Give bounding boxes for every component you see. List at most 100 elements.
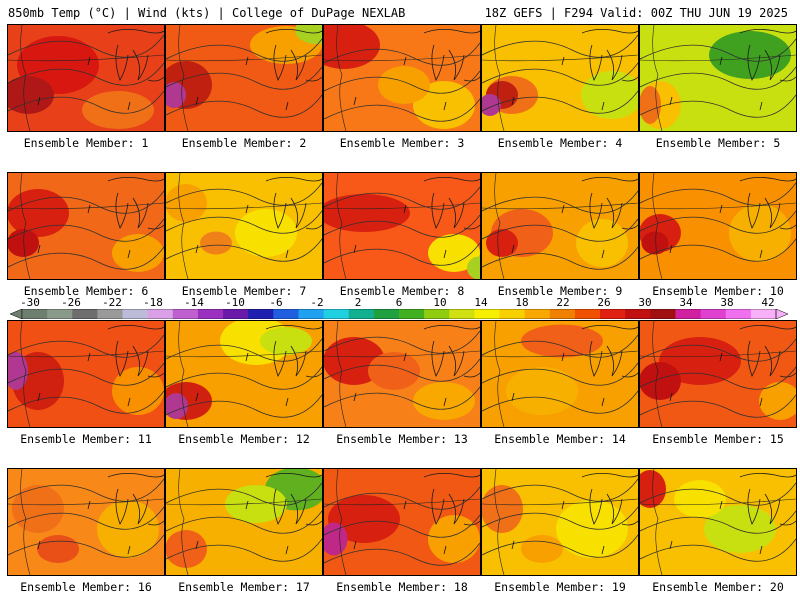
- wind-barb: [195, 540, 199, 550]
- colorbar-segment: [373, 309, 400, 319]
- wind-barb: [403, 500, 407, 510]
- height-contour: [8, 90, 164, 114]
- temperature-region: [378, 66, 430, 104]
- temperature-region: [521, 324, 603, 358]
- height-contour: [166, 366, 322, 390]
- ensemble-panel-11: [7, 320, 165, 428]
- temperature-region: [759, 382, 796, 420]
- wind-barb: [285, 101, 289, 111]
- boundary-lines: [324, 173, 480, 279]
- great-lakes-outline: [581, 177, 638, 230]
- great-lakes-outline: [581, 325, 638, 378]
- wind-barb: [127, 397, 131, 407]
- wind-barb: [759, 545, 763, 555]
- wind-barb: [561, 500, 565, 510]
- height-contour: [324, 70, 480, 94]
- ensemble-panel-4: [481, 24, 639, 132]
- colorbar-tick-label: 34: [679, 296, 693, 309]
- height-contour: [482, 62, 638, 86]
- colorbar-segment: [399, 309, 425, 319]
- great-lakes-outline: [107, 29, 164, 82]
- temperature-region: [225, 485, 287, 523]
- temperature-region: [709, 31, 791, 79]
- height-contour: [324, 42, 480, 66]
- colorbar-tick-label: 30: [638, 296, 652, 309]
- colorbar-tick-label: -6: [269, 296, 283, 309]
- boundary-lines: [640, 469, 796, 575]
- height-contour: [324, 242, 480, 266]
- temperature-region: [482, 485, 523, 533]
- ensemble-panel-13: [323, 320, 481, 428]
- temperature-region: [166, 82, 186, 108]
- ensemble-panel-15: [639, 320, 797, 428]
- temperature-region: [428, 515, 480, 563]
- wind-barb: [245, 56, 249, 66]
- temperature-region: [640, 470, 666, 508]
- great-lakes-outline: [265, 177, 322, 230]
- temperature-region: [166, 530, 207, 568]
- ensemble-panel-12: [165, 320, 323, 428]
- height-contour: [482, 218, 638, 242]
- temperature-region: [12, 485, 64, 533]
- great-lakes-outline: [739, 473, 796, 526]
- height-contour: [324, 186, 480, 210]
- colorbar-tick-label: -30: [20, 296, 40, 309]
- ensemble-label: Ensemble Member: 4: [497, 136, 623, 150]
- wind-barb: [285, 545, 289, 555]
- temperature-region: [428, 234, 480, 272]
- chart-title: 850mb Temp (°C) | Wind (kts) | College o…: [8, 6, 406, 20]
- ensemble-label: Ensemble Member: 15: [652, 432, 784, 446]
- colorbar-tick-label: 2: [354, 296, 362, 309]
- temperature-region: [506, 367, 578, 415]
- ensemble-panel-2: [165, 24, 323, 132]
- height-contour: [482, 246, 638, 270]
- wind-barb: [195, 96, 199, 106]
- colorbar-segment: [549, 309, 576, 319]
- ensemble-panel-6: [7, 172, 165, 280]
- wind-barb: [601, 101, 605, 111]
- wind-barb: [443, 397, 447, 407]
- temperature-region: [112, 234, 164, 272]
- height-contour: [8, 190, 164, 214]
- temperature-region: [166, 184, 207, 222]
- colorbar-tick-label: -26: [61, 296, 81, 309]
- wind-barb: [195, 392, 199, 402]
- height-contour: [8, 218, 164, 242]
- colorbar-segment: [725, 309, 752, 319]
- height-contour: [324, 486, 480, 510]
- temperature-region: [659, 337, 741, 385]
- temperature-region: [324, 194, 410, 232]
- height-contour: [324, 98, 480, 122]
- colorbar-tick-label: 42: [761, 296, 775, 309]
- height-contour: [324, 542, 480, 566]
- temperature-region: [82, 91, 154, 129]
- colorbar-segment: [625, 309, 651, 319]
- great-lakes-outline: [581, 473, 638, 526]
- colorbar-tick-label: -10: [225, 296, 245, 309]
- colorbar-segment: [675, 309, 702, 319]
- temperature-region: [486, 229, 518, 257]
- colorbar-tick-label: 6: [395, 296, 403, 309]
- ensemble-label: Ensemble Member: 11: [20, 432, 152, 446]
- wind-barb: [759, 101, 763, 111]
- height-contour: [640, 94, 796, 118]
- great-lakes-outline: [739, 325, 796, 378]
- wind-barb: [511, 392, 515, 402]
- temperature-region: [324, 25, 380, 69]
- wind-barb: [353, 540, 357, 550]
- wind-barb: [353, 244, 357, 254]
- colorbar-segment: [700, 309, 727, 319]
- boundary-lines: [166, 25, 322, 131]
- great-lakes-outline: [107, 177, 164, 230]
- ensemble-panel-20: [639, 468, 797, 576]
- great-lakes-outline: [739, 29, 796, 82]
- height-contour: [482, 362, 638, 386]
- wind-barb: [127, 101, 131, 111]
- great-lakes-outline: [423, 29, 480, 82]
- height-contour: [8, 478, 164, 502]
- temperature-region: [295, 25, 322, 44]
- great-lakes-outline: [107, 325, 164, 378]
- ensemble-label: Ensemble Member: 2: [181, 136, 307, 150]
- colorbar-segment: [72, 309, 98, 319]
- colorbar-ticks: -30 -26 -22 -18 -14 -10 -6 -2 2 6 10 14 18 22 26 30 34 38…: [10, 296, 788, 309]
